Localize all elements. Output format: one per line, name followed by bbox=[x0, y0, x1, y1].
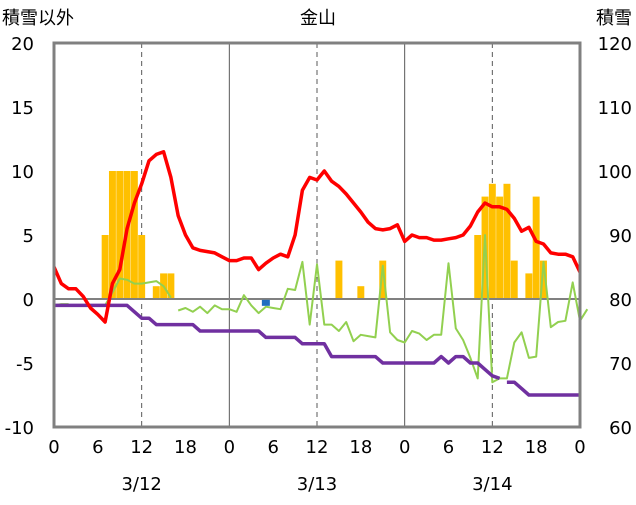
precip-bar bbox=[474, 235, 482, 299]
right-axis-title: 積雪 bbox=[596, 8, 632, 29]
precip-bar bbox=[532, 196, 540, 299]
precip-bar bbox=[510, 260, 518, 299]
precip-bar bbox=[108, 171, 116, 299]
blue-marker bbox=[261, 299, 270, 306]
x-tick-label: 0 bbox=[224, 437, 235, 458]
x-tick-label: 18 bbox=[174, 437, 197, 458]
x-tick-label: 0 bbox=[399, 437, 410, 458]
right-y-tick-label: 100 bbox=[598, 162, 632, 183]
left-y-tick-label: 15 bbox=[11, 98, 34, 119]
precip-bar bbox=[116, 171, 124, 299]
right-y-tick-label: 120 bbox=[598, 34, 632, 55]
right-y-tick-label: 110 bbox=[598, 98, 632, 119]
precip-bar bbox=[130, 171, 138, 299]
left-axis-title: 積雪以外 bbox=[2, 8, 74, 29]
precip-bar bbox=[152, 286, 160, 299]
precip-bar bbox=[335, 260, 343, 299]
day-label: 3/14 bbox=[472, 474, 512, 495]
x-tick-label: 18 bbox=[349, 437, 372, 458]
x-tick-label: 0 bbox=[48, 437, 59, 458]
precip-bar bbox=[540, 260, 547, 299]
x-tick-label: 0 bbox=[574, 437, 585, 458]
temperature-line bbox=[52, 150, 582, 324]
x-tick-label: 12 bbox=[306, 437, 329, 458]
right-y-tick-label: 80 bbox=[609, 290, 632, 311]
green-series-line bbox=[177, 234, 589, 384]
left-y-tick-label: 0 bbox=[23, 290, 34, 311]
series-lines-layer bbox=[52, 150, 589, 397]
precip-bar bbox=[379, 260, 387, 299]
right-y-tick-label: 90 bbox=[609, 226, 632, 247]
x-tick-label: 6 bbox=[443, 437, 454, 458]
precip-bar bbox=[167, 273, 175, 299]
grid-layer bbox=[141, 43, 493, 427]
precip-bars-layer bbox=[101, 171, 547, 299]
snow-depth-line bbox=[506, 380, 580, 397]
right-y-tick-label: 70 bbox=[609, 354, 632, 375]
left-y-tick-label: 5 bbox=[23, 226, 34, 247]
x-tick-label: 12 bbox=[481, 437, 504, 458]
precip-bar bbox=[496, 196, 504, 299]
green-series-line bbox=[104, 277, 172, 306]
left-y-tick-label: -5 bbox=[16, 354, 34, 375]
precip-bar bbox=[138, 235, 146, 299]
x-tick-label: 12 bbox=[130, 437, 153, 458]
snow-depth-line bbox=[54, 303, 501, 381]
precip-bar bbox=[357, 286, 365, 299]
x-tick-label: 6 bbox=[92, 437, 103, 458]
precip-bar bbox=[101, 235, 109, 299]
left-y-tick-label: -10 bbox=[5, 418, 34, 439]
right-y-tick-label: 60 bbox=[609, 418, 632, 439]
x-tick-label: 18 bbox=[525, 437, 548, 458]
plot-frame bbox=[52, 41, 582, 429]
x-tick-label: 6 bbox=[267, 437, 278, 458]
precip-bar bbox=[525, 273, 533, 299]
left-y-tick-label: 20 bbox=[11, 34, 34, 55]
frame-layer bbox=[52, 41, 582, 429]
day-label: 3/13 bbox=[297, 474, 337, 495]
precip-bar bbox=[503, 183, 511, 299]
day-label: 3/12 bbox=[121, 474, 161, 495]
precip-bar bbox=[488, 183, 496, 299]
left-y-tick-label: 10 bbox=[11, 162, 34, 183]
chart-title: 金山 bbox=[300, 8, 336, 29]
